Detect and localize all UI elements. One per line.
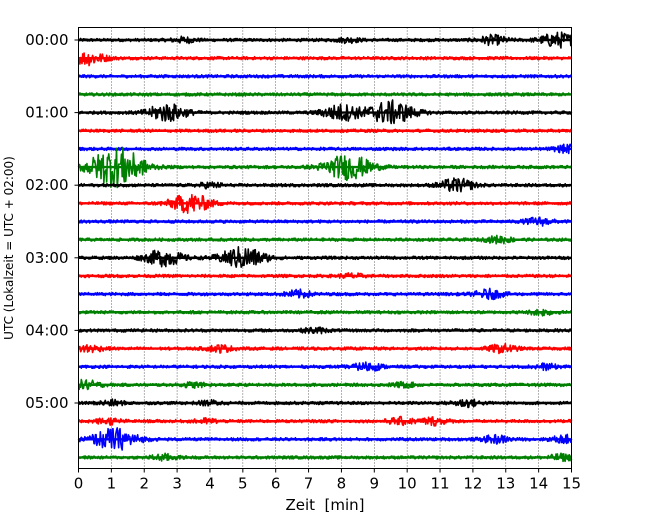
x-tick-label: 2: [139, 475, 149, 493]
x-tick-label: 7: [304, 475, 314, 493]
x-tick-label: 10: [398, 475, 417, 493]
x-axis-label: Zeit [min]: [285, 496, 364, 514]
x-tick-label: 3: [172, 475, 182, 493]
y-tick-label: 03:00: [25, 249, 68, 267]
y-tick-label: 01:00: [25, 104, 68, 122]
x-tick-label: 8: [337, 475, 347, 493]
x-tick-label: 4: [205, 475, 215, 493]
x-tick-label: 1: [107, 475, 117, 493]
x-tick-label: 11: [430, 475, 449, 493]
x-axis-ticks: 0 1 2 3 4 5 6 7 8 9 10 11 12 13 14 15: [74, 468, 581, 493]
y-tick-label: 00:00: [25, 31, 68, 49]
y-axis-label: UTC (Lokalzeit = UTC + 02:00): [2, 156, 16, 340]
x-tick-label: 0: [74, 475, 84, 493]
plot-background: [78, 27, 572, 469]
y-axis-ticks: 00:00 01:00 02:00 03:00 04:00 05:00: [25, 31, 79, 412]
trace-layer: [77, 31, 573, 463]
x-tick-label: 12: [463, 475, 482, 493]
x-tick-label: 14: [529, 475, 548, 493]
y-tick-label: 04:00: [25, 321, 68, 339]
x-tick-label: 13: [496, 475, 515, 493]
plot-frame: [78, 27, 572, 469]
x-tick-label: 5: [238, 475, 248, 493]
x-tick-label: 6: [271, 475, 281, 493]
y-tick-label: 02:00: [25, 176, 68, 194]
y-tick-label: 05:00: [25, 394, 68, 412]
x-tick-label: 15: [562, 475, 581, 493]
x-tick-label: 9: [370, 475, 380, 493]
